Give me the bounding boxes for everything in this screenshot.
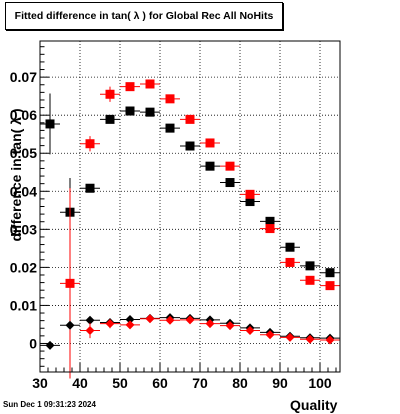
data-point-square <box>125 106 135 116</box>
x-tick-label: 100 <box>308 375 332 391</box>
data-point-square <box>85 183 95 193</box>
data-point-square <box>305 275 315 285</box>
data-point-diamond <box>205 319 215 329</box>
data-point-square <box>185 114 195 124</box>
data-point-diamond <box>185 315 195 325</box>
data-point-diamond <box>285 332 295 342</box>
data-point-square <box>45 119 55 129</box>
timestamp-footer: Sun Dec 1 09:31:23 2024 <box>3 400 96 409</box>
y-axis-label: difference in tan( λ ) <box>8 108 24 242</box>
x-tick-label: 90 <box>272 375 288 391</box>
x-axis-label: Quality <box>290 397 338 413</box>
data-point-diamond <box>245 326 255 336</box>
data-point-square <box>225 178 235 188</box>
data-point-square <box>125 82 135 92</box>
data-point-diamond <box>325 335 335 345</box>
data-point-square <box>285 257 295 267</box>
data-point-square <box>145 107 155 117</box>
x-tick-label: 50 <box>112 375 128 391</box>
data-point-square <box>65 278 75 288</box>
chart-title: Fitted difference in tan( λ ) for Global… <box>14 10 274 22</box>
data-point-diamond <box>165 315 175 325</box>
data-point-diamond <box>125 320 135 330</box>
data-point-diamond <box>105 319 115 329</box>
data-point-square <box>325 268 335 278</box>
data-point-diamond <box>305 334 315 344</box>
data-point-square <box>305 261 315 271</box>
data-point-square <box>105 89 115 99</box>
data-point-square <box>265 224 275 234</box>
y-tick-label: 0.06 <box>10 107 37 123</box>
y-tick-label: 0.03 <box>10 221 37 237</box>
x-tick-label: 30 <box>32 375 48 391</box>
y-tick-label: 0 <box>29 335 37 351</box>
data-point-diamond <box>265 330 275 340</box>
data-point-diamond <box>45 340 55 350</box>
x-tick-label: 40 <box>72 375 88 391</box>
data-point-diamond <box>125 314 135 324</box>
data-point-square <box>165 94 175 104</box>
x-tick-label: 80 <box>232 375 248 391</box>
data-point-square <box>205 161 215 171</box>
data-point-square <box>265 216 275 226</box>
data-point-square <box>245 189 255 199</box>
data-point-diamond <box>145 314 155 324</box>
y-tick-label: 0.05 <box>10 145 37 161</box>
data-point-square <box>85 139 95 149</box>
y-tick-label: 0.04 <box>10 183 37 199</box>
data-point-square <box>225 161 235 171</box>
data-point-square <box>105 114 115 124</box>
chart-title-box: Fitted difference in tan( λ ) for Global… <box>5 2 283 30</box>
y-tick-label: 0.01 <box>10 297 37 313</box>
data-point-diamond <box>85 326 95 336</box>
data-point-square <box>205 138 215 148</box>
data-point-square <box>165 123 175 133</box>
data-point-square <box>325 281 335 291</box>
data-point-diamond <box>85 315 95 325</box>
y-tick-label: 0.07 <box>10 69 37 85</box>
data-point-diamond <box>65 320 75 330</box>
data-point-square <box>245 197 255 207</box>
x-tick-label: 60 <box>152 375 168 391</box>
data-point-diamond <box>225 321 235 331</box>
plot-frame <box>39 40 341 373</box>
data-point-square <box>285 242 295 252</box>
x-tick-label: 70 <box>192 375 208 391</box>
data-point-square <box>185 141 195 151</box>
y-tick-label: 0.02 <box>10 259 37 275</box>
data-point-square <box>145 79 155 89</box>
